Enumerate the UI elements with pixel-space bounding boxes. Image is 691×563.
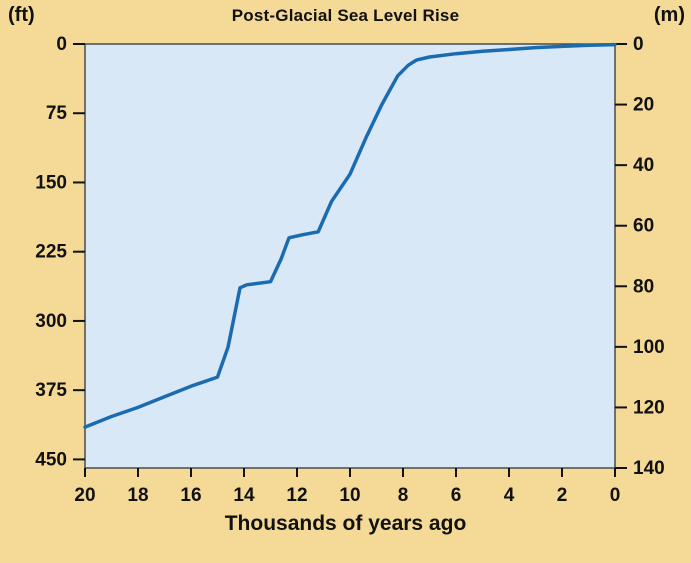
- right-tick-label: 100: [633, 337, 665, 358]
- x-axis-title: Thousands of years ago: [224, 512, 467, 535]
- right-tick-label: 40: [633, 155, 654, 176]
- left-tick-label: 450: [35, 449, 67, 470]
- x-tick-label: 14: [233, 485, 255, 506]
- right-tick-label: 140: [633, 458, 665, 479]
- x-tick-label: 20: [74, 485, 95, 506]
- x-tick-label: 0: [610, 485, 621, 506]
- right-tick-label: 80: [633, 276, 654, 297]
- sea-level-line: [83, 42, 617, 429]
- left-tick-label: 300: [35, 311, 67, 332]
- left-tick-label: 75: [46, 103, 68, 124]
- chart-title: Post-Glacial Sea Level Rise: [231, 6, 460, 25]
- left-tick-label: 0: [56, 34, 67, 55]
- x-tick-label: 4: [504, 485, 515, 506]
- x-tick-label: 10: [339, 485, 360, 506]
- left-tick-label: 225: [35, 242, 67, 263]
- left-tick-label: 375: [35, 380, 67, 401]
- right-axis-unit-label: (m): [653, 4, 685, 26]
- x-tick-label: 18: [127, 485, 148, 506]
- right-tick-label: 20: [633, 95, 654, 116]
- x-tick-label: 2: [557, 485, 568, 506]
- left-axis-unit-label: (ft): [8, 4, 35, 26]
- x-tick-label: 16: [180, 485, 201, 506]
- right-tick-label: 120: [633, 397, 665, 418]
- x-tick-label: 8: [398, 485, 409, 506]
- plot-area: [84, 43, 616, 469]
- x-tick-label: 12: [286, 485, 307, 506]
- x-tick-label: 6: [451, 485, 462, 506]
- left-tick-label: 150: [35, 172, 67, 193]
- right-tick-label: 60: [633, 216, 654, 237]
- right-tick-label: 0: [633, 34, 644, 55]
